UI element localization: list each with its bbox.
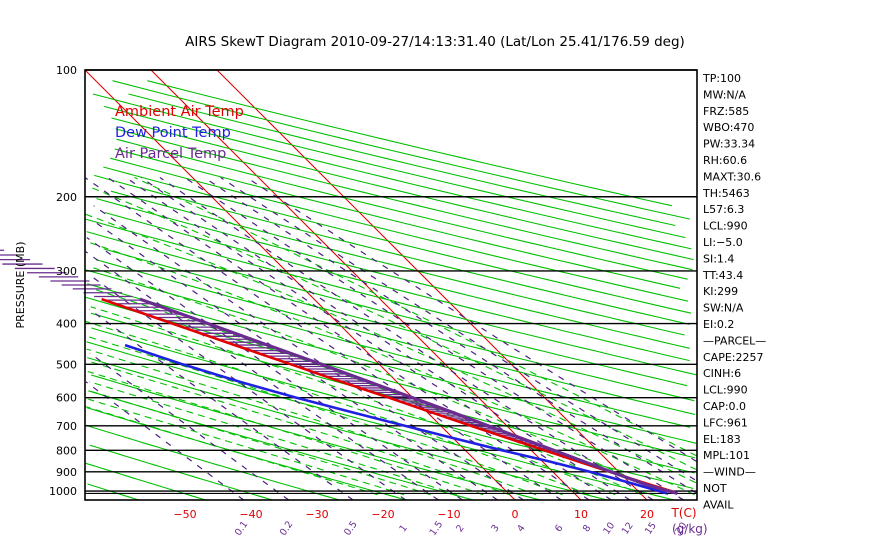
stat-line: SI:1.4	[703, 252, 734, 265]
y-axis-label: PRESSURE (MB)	[14, 242, 27, 329]
stat-line: LFC:961	[703, 416, 748, 429]
bottom-temp-tick: −20	[371, 508, 394, 521]
pressure-tick: 600	[56, 392, 77, 405]
legend-item-3: Air Parcel Temp	[115, 146, 226, 162]
x-axis-label: T(C)	[670, 506, 696, 520]
bottom-temp-tick: −10	[437, 508, 460, 521]
bottom-temp-tick: 0	[512, 508, 519, 521]
pressure-tick: 1000	[49, 485, 77, 498]
stat-line: TH:5463	[702, 187, 750, 200]
stat-line: KI:299	[703, 285, 738, 298]
plot-frame	[84, 69, 698, 501]
stat-line: CAP:0.0	[703, 400, 746, 413]
stat-line: TP:100	[702, 72, 741, 85]
mixing-ratio-tick: 2	[454, 523, 466, 534]
bottom-temp-tick: 20	[640, 508, 654, 521]
mixing-ratio-tick: 4	[515, 523, 527, 534]
pressure-tick: 700	[56, 420, 77, 433]
bottom-temp-tick: −50	[173, 508, 196, 521]
bottom-temperature-axis: −50 −40 −30 −20 −10 0 10 20	[173, 508, 654, 521]
stat-line: NOT	[703, 482, 727, 495]
legend-item-2: Dew Point Temp	[115, 125, 231, 141]
pressure-axis-labels: 100 200 300 400 500 600 700 800 900 1000	[49, 64, 77, 498]
chart-legend: Ambient Air Temp Dew Point Temp Air Parcel…	[115, 104, 244, 162]
mixing-ratio-tick: 3	[489, 523, 501, 534]
mixing-ratio-unit-label: (g/kg)	[672, 522, 708, 536]
stat-line: LCL:990	[703, 220, 748, 233]
stat-line: LI:−5.0	[703, 236, 743, 249]
pressure-tick: 100	[56, 64, 77, 77]
cape-hatch-region	[0, 249, 648, 485]
pressure-tick: 900	[56, 466, 77, 479]
bottom-temp-tick: 10	[574, 508, 588, 521]
stat-line: EI:0.2	[703, 318, 734, 331]
stat-line: FRZ:585	[703, 105, 749, 118]
pressure-tick: 800	[56, 444, 77, 457]
stat-line: TT:43.4	[702, 269, 743, 282]
stat-line: MW:N/A	[703, 88, 746, 101]
stat-line: LCL:990	[703, 384, 748, 397]
mixing-ratio-tick: 8	[581, 523, 593, 534]
bottom-temp-tick: −40	[239, 508, 262, 521]
mixing-ratio-tick: 6	[553, 523, 565, 534]
stat-line: EL:183	[703, 433, 741, 446]
stat-line: CINH:6	[703, 367, 741, 380]
stat-line: SW:N/A	[703, 302, 744, 315]
stat-line: CAPE:2257	[703, 351, 764, 364]
stat-line: L57:6.3	[703, 203, 744, 216]
stats-panel: TP:100 MW:N/A FRZ:585 WBO:470 PW:33.34 RH:60.…	[702, 72, 766, 511]
stat-line: —PARCEL—	[703, 334, 766, 347]
sounding-curves	[101, 297, 678, 495]
bottom-temp-tick: −30	[305, 508, 328, 521]
stat-line: —WIND—	[703, 466, 756, 479]
stat-line: RH:60.6	[703, 154, 747, 167]
page-title: AIRS SkewT Diagram 2010-09-27/14:13:31.4…	[185, 34, 685, 50]
pressure-tick: 400	[56, 318, 77, 331]
stat-line: PW:33.34	[703, 138, 755, 151]
pressure-tick: 300	[56, 265, 77, 278]
pressure-tick: 200	[56, 191, 77, 204]
mixing-ratio-tick: 1	[398, 523, 410, 534]
stat-line: WBO:470	[703, 121, 754, 134]
stat-line: MAXT:30.6	[703, 170, 761, 183]
legend-item-1: Ambient Air Temp	[115, 104, 244, 120]
mixing-ratio-lines	[84, 176, 697, 501]
stat-line: MPL:101	[703, 449, 750, 462]
stat-line: AVAIL	[703, 498, 734, 511]
pressure-tick: 500	[56, 358, 77, 371]
